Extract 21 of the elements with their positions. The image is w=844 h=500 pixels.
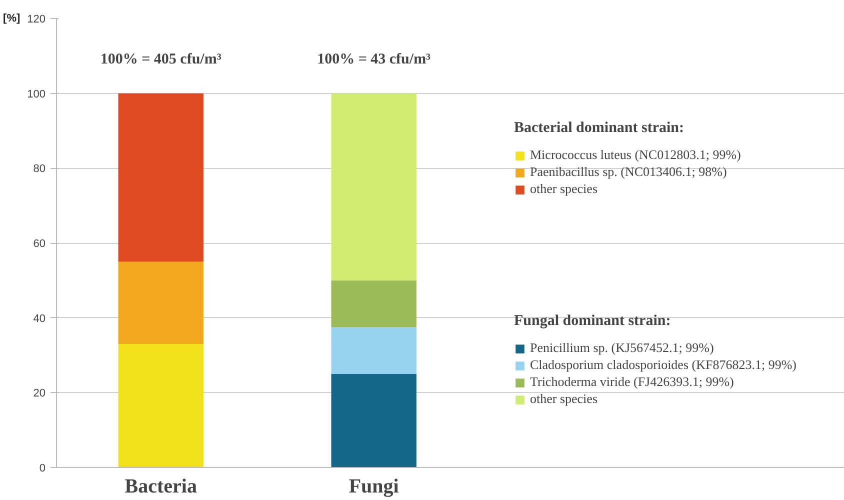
y-tick-label: 0 — [39, 462, 46, 474]
y-tick-label: 20 — [33, 388, 46, 400]
legend-label: Cladosporium cladosporioides (KF876823.1; 99%) — [530, 357, 796, 373]
x-tick-label: Bacteria — [124, 476, 197, 498]
text: Fungal dominant strain: — [514, 313, 672, 330]
legend-label: Penicillium sp. (KJ567452.1; 99%) — [530, 340, 714, 356]
y-axis-title: [%] — [3, 12, 20, 24]
annotation: 100% = 43 cfu/m³ — [317, 52, 432, 68]
y-tick-label: 60 — [33, 238, 46, 250]
legend-label: Paenibacillus sp. (NC013406.1; 98%) — [530, 164, 727, 180]
legend-label: other species — [530, 391, 598, 407]
annotation: 100% = 405 cfu/m³ — [100, 52, 222, 68]
y-tick-label: 40 — [33, 312, 46, 325]
legend-label: Trichoderma viride (FJ426393.1; 99%) — [530, 374, 734, 390]
legend-title: Bacterial dominant strain: — [514, 120, 685, 137]
y-tick-label: 80 — [33, 163, 46, 176]
legend-label: other species — [530, 181, 598, 197]
y-tick-label: 120 — [27, 14, 46, 26]
legend-label: Micrococcus luteus (NC012803.1; 99%) — [530, 147, 741, 163]
x-tick-label: Fungi — [348, 476, 400, 498]
y-tick-label: 100 — [27, 88, 46, 100]
